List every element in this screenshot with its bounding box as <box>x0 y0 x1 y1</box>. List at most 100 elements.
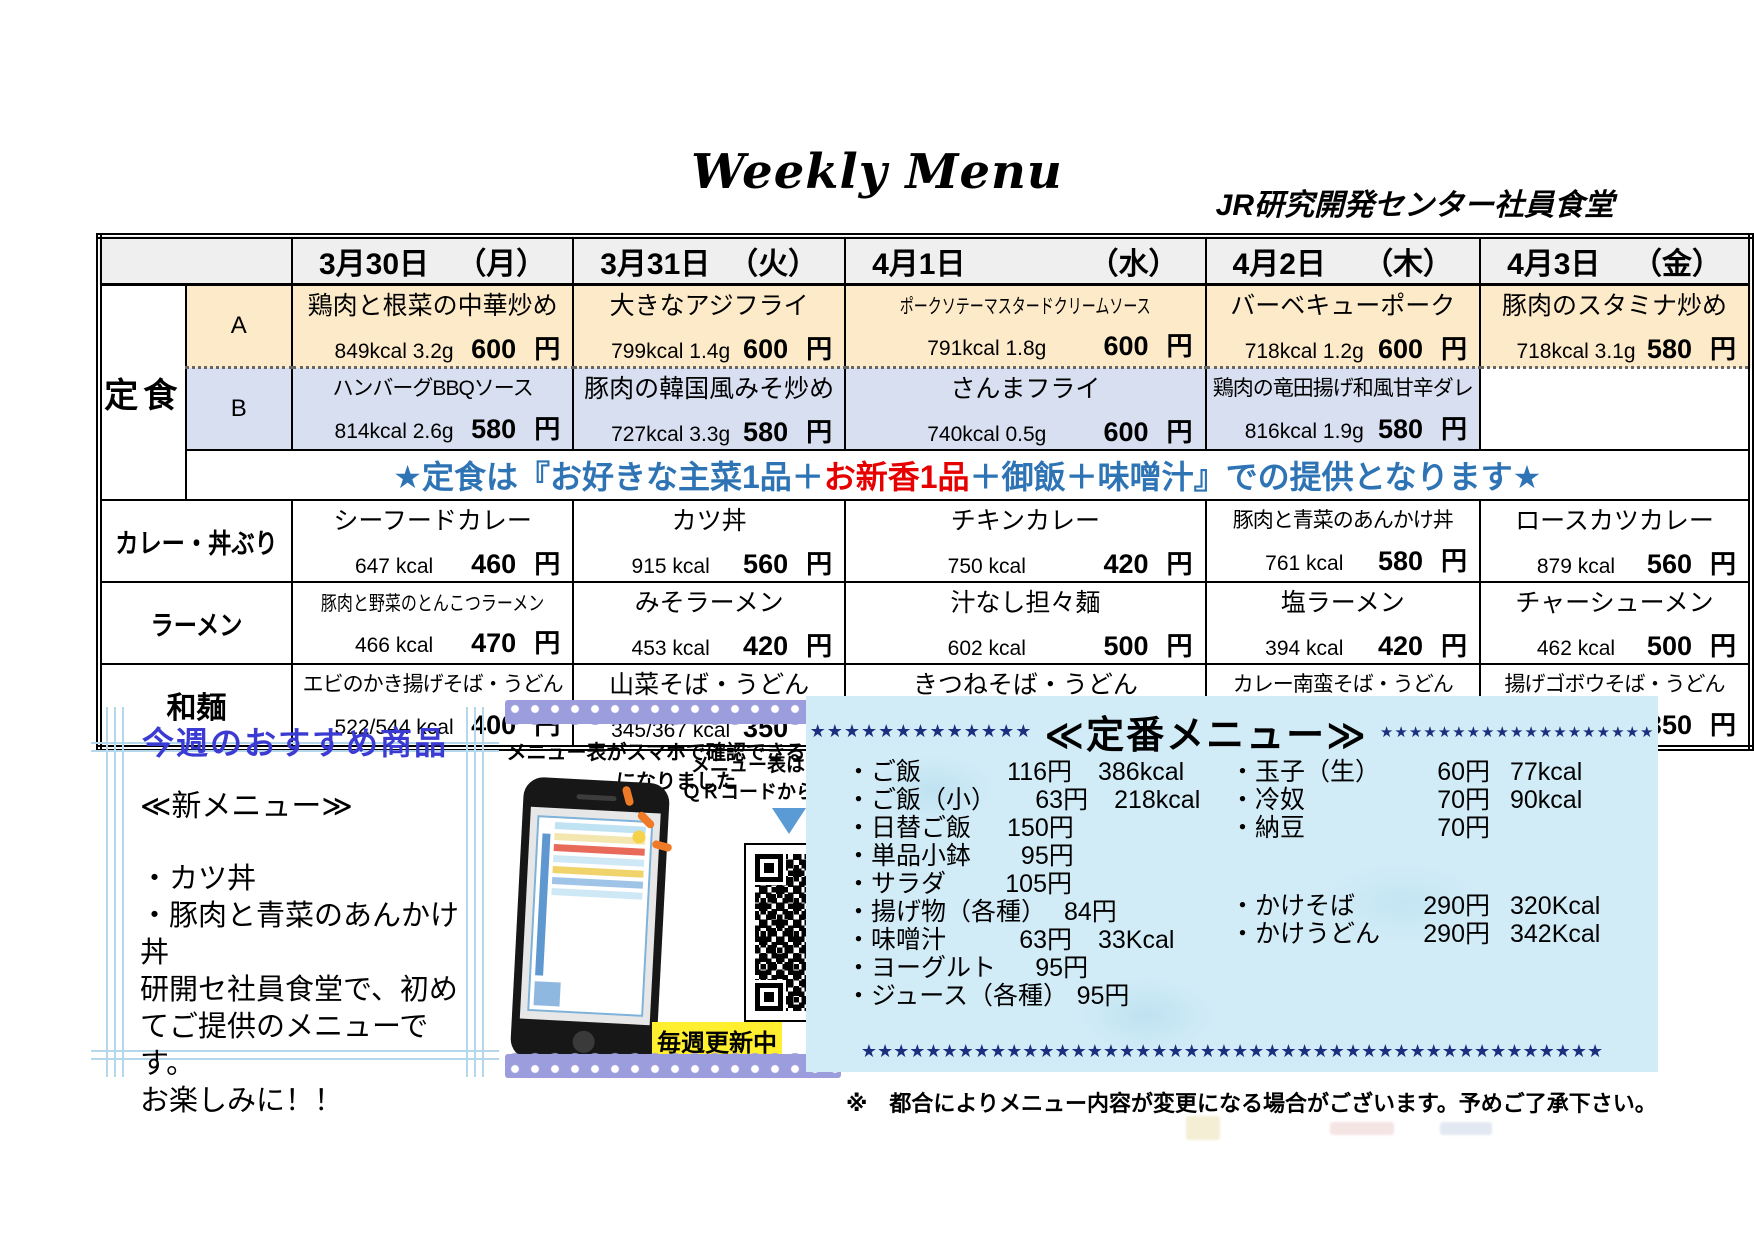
dish-name: バーベキューポーク <box>1230 292 1456 320</box>
recommend-line: お楽しみに！！ <box>140 1085 344 1117</box>
dish-price: 470 円 <box>471 627 561 658</box>
new-menu-heading: ≪新メニュー≫ <box>140 790 353 823</box>
dish-name: 豚肉の韓国風みそ炒め <box>584 375 835 403</box>
recommend-line: 研開セ社員食堂で、初め <box>140 974 458 1006</box>
section-label-wamen: 和麺 <box>98 663 293 749</box>
arrow-down-icon <box>772 808 806 834</box>
dish-calories: 718kcal 3.1g <box>1516 340 1636 363</box>
frame-line <box>106 707 108 1077</box>
dish-name: 豚肉と野菜のとんこつラーメン <box>320 592 545 615</box>
dish-price: 500 円 <box>1103 631 1193 661</box>
frame-line <box>91 742 499 744</box>
weekly-update-badge: 毎週更新中 <box>652 1022 782 1059</box>
stars-decoration: ★★★★★★★★★★★★★★★★★★★ <box>1379 723 1655 741</box>
menu-cell: さんまフライ 740kcal 0.5g 600 円 <box>844 366 1207 451</box>
day-header-fri: 4月3日 （金） <box>1479 235 1752 286</box>
dish-price: 420 円 <box>1377 631 1468 661</box>
menu-cell: ポークソテーマスタードクリームソース 791kcal 1.8g 600 円 <box>844 283 1207 369</box>
day-header-mon: 3月30日 （月） <box>290 235 575 286</box>
frame-line <box>91 1050 499 1052</box>
day-header-wed: 4月1日 （水） <box>844 235 1207 286</box>
lace-border-top <box>505 700 841 731</box>
dish-price: 420 円 <box>1103 549 1193 579</box>
standard-menu-box: ★★★★★★★★★★★★★ ≪定番メニュー≫ ★★★★★★★★★★★★★★★★★… <box>806 696 1658 1072</box>
dish-calories: 750 kcal <box>947 555 1026 578</box>
dish-name: 豚肉と青菜のあんかけ丼 <box>1232 509 1454 532</box>
standard-item: ・冷奴 70円 90kcal <box>1230 786 1583 814</box>
standard-item: ・ジュース（各種） 95円 <box>846 982 1130 1010</box>
dish-calories: 761 kcal <box>1265 552 1344 575</box>
section-label-set-meal: 定食 <box>98 283 187 501</box>
standard-item: ・単品小鉢 95円 <box>846 842 1074 870</box>
standard-menu-right-column: ・玉子（生） 60円 77kcal ・冷奴 70円 90kcal ・納豆 70円 ・かけそ… <box>1230 758 1630 948</box>
frame-line <box>482 707 484 1077</box>
frame-line <box>91 750 499 752</box>
set-meal-note: ★定食は『お好きな主菜1品＋お新香1品＋御飯＋味噌汁』での提供となります★ <box>184 449 1753 501</box>
dish-name: 大きなアジフライ <box>609 292 809 320</box>
thumb-row <box>551 876 644 889</box>
menu-cell: みそラーメン 453 kcal 420 円 <box>572 581 847 665</box>
menu-cell: カツ丼 915 kcal 560 円 <box>572 499 847 583</box>
thumb-sidebar <box>535 833 551 976</box>
dish-name: 鶏肉の竜田揚げ和風甘辛ダレ <box>1212 377 1474 400</box>
menu-cell: 鶏肉の竜田揚げ和風甘辛ダレ 816kcal 1.9g 580 円 <box>1204 366 1482 451</box>
dish-name: さんまフライ <box>950 375 1101 403</box>
dish-price: 420 円 <box>743 631 833 661</box>
dish-price: 580 円 <box>1646 334 1736 364</box>
dish-price: 580 円 <box>1377 414 1468 444</box>
dish-calories: 849kcal 3.2g <box>334 340 454 363</box>
dish-calories: 453 kcal <box>631 637 710 660</box>
dish-name: シーフードカレー <box>333 507 532 535</box>
menu-cell: ロースカツカレー 879 kcal 560 円 <box>1479 499 1752 583</box>
standard-menu-left-column: ・ご飯 116円 386kcal ・ご飯（小） 63円 218kcal ・日替ご飯 150… <box>846 758 1238 1010</box>
day-header-thu: 4月2日 （木） <box>1204 235 1482 286</box>
recommend-title: 今週のおすすめ商品 <box>141 725 448 761</box>
set-a-label: A <box>184 283 294 369</box>
menu-thumbnail <box>527 815 654 1017</box>
dish-calories: 727kcal 3.3g <box>611 423 731 446</box>
day-header-row: 3月30日 （月） 3月31日 （火） 4月1日 （水） 4月2日 （木） 4月3日 （金… <box>98 235 1752 286</box>
qr-finder-icon <box>755 854 783 882</box>
dish-calories: 740kcal 0.5g <box>927 423 1047 446</box>
column-gap <box>1230 842 1630 892</box>
dish-price: 580 円 <box>743 417 833 447</box>
dish-name: 山菜そば・うどん <box>609 671 810 699</box>
curry-don-row: カレー・丼ぶり シーフードカレー 647 kcal 460 円 カツ丼 915 kcal… <box>98 499 1752 583</box>
dish-name: 塩ラーメン <box>1280 589 1405 617</box>
dish-price: 580 円 <box>471 414 561 444</box>
dish-name: 豚肉のスタミナ炒め <box>1502 292 1728 320</box>
dish-name: チャーシューメン <box>1515 589 1714 617</box>
dish-name: きつねそば・うどん <box>912 671 1138 699</box>
weekly-menu-table: 3月30日 （月） 3月31日 （火） 4月1日 （水） 4月2日 （木） 4月3日 （金… <box>96 233 1754 751</box>
menu-cell: シーフードカレー 647 kcal 460 円 <box>290 499 575 583</box>
menu-cell: 大きなアジフライ 799kcal 1.4g 600 円 <box>572 283 847 369</box>
dish-calories: 602 kcal <box>947 637 1026 660</box>
phone-screen <box>519 806 661 1026</box>
set-meal-a-row: 定食 A 鶏肉と根菜の中華炒め 849kcal 3.2g 600 円 大きなアジフライ… <box>98 283 1752 501</box>
phone-speaker <box>576 794 617 802</box>
frame-line <box>114 707 116 1077</box>
recommend-line: てご提供のメニューです。 <box>140 1011 429 1080</box>
menu-cell: バーベキューポーク 718kcal 1.2g 600 円 <box>1204 283 1482 369</box>
dish-price: 600 円 <box>1103 417 1193 447</box>
dish-calories: 814kcal 2.6g <box>334 420 454 443</box>
standard-item: ・ご飯（小） 63円 218kcal <box>846 786 1201 814</box>
day-header-tue: 3月31日 （火） <box>572 235 847 286</box>
set-b-label: B <box>184 366 294 451</box>
thumb-row <box>552 865 644 878</box>
lace-border-bottom <box>505 1054 841 1078</box>
dish-name: みそラーメン <box>634 589 784 617</box>
cafeteria-name: JR研究開発センター社員食堂 <box>1215 189 1614 222</box>
dish-name: ハンバーグBBQソース <box>332 377 533 400</box>
dish-calories: 879 kcal <box>1536 555 1616 578</box>
dish-name: ポークソテーマスタードクリームソース <box>899 295 1151 318</box>
thumb-row <box>554 822 647 834</box>
dish-name: 鶏肉と根菜の中華炒め <box>307 292 558 320</box>
standard-item: ・ご飯 116円 386kcal <box>846 758 1185 786</box>
thumb-row <box>551 887 643 900</box>
ramen-row: ラーメン 豚肉と野菜のとんこつラーメン 466 kcal 470 円 みそラーメン 45… <box>98 581 1752 665</box>
corner-cell <box>98 235 293 286</box>
dish-price: 580 円 <box>1377 546 1468 576</box>
dish-calories: 462 kcal <box>1536 637 1616 660</box>
